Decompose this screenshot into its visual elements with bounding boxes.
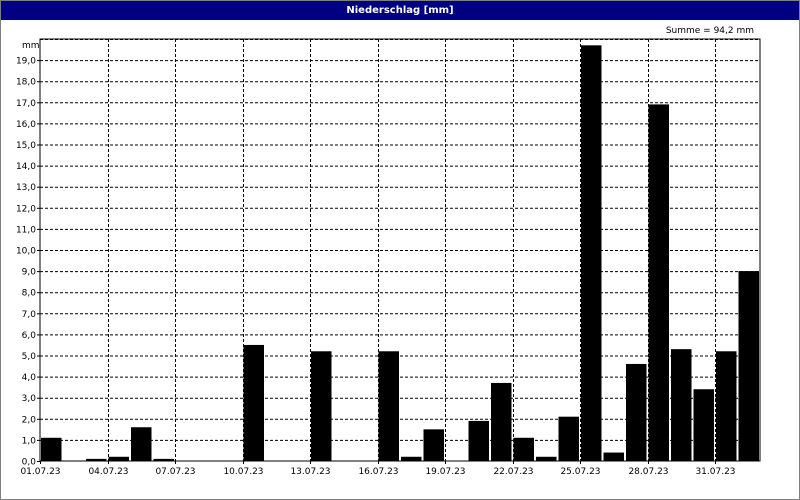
y-tick-label: 12,0 xyxy=(16,204,36,214)
bar-18 xyxy=(423,429,444,461)
y-tick-label: 5,0 xyxy=(22,352,37,362)
y-tick-label: 0,0 xyxy=(22,458,37,468)
bar-5 xyxy=(131,427,152,461)
bar-20 xyxy=(468,420,489,461)
y-tick-label: 2,0 xyxy=(22,415,37,425)
x-tick-label: 22.07.23 xyxy=(493,467,533,477)
y-tick-label: 16,0 xyxy=(16,120,36,130)
bar-23 xyxy=(536,456,557,461)
bar-16 xyxy=(378,351,399,461)
x-tick-label: 01.07.23 xyxy=(20,467,60,477)
bar-30 xyxy=(693,389,714,461)
bar-29 xyxy=(671,349,692,461)
x-tick-label: 28.07.23 xyxy=(628,467,668,477)
bar-6 xyxy=(153,458,174,461)
x-tick-label: 16.07.23 xyxy=(358,467,398,477)
y-tick-label: 15,0 xyxy=(16,141,36,151)
bar-4 xyxy=(108,456,129,461)
bar-13 xyxy=(311,351,332,461)
bar-27 xyxy=(626,363,647,461)
bar-25 xyxy=(581,45,602,462)
x-tick-label: 19.07.23 xyxy=(425,467,465,477)
x-tick-label: 04.07.23 xyxy=(88,467,128,477)
y-tick-label: 19,0 xyxy=(16,57,36,67)
y-tick-label: 11,0 xyxy=(16,225,36,235)
y-tick-label: 18,0 xyxy=(16,78,36,88)
y-tick-label: 8,0 xyxy=(22,289,37,299)
y-tick-label: 3,0 xyxy=(22,394,37,404)
y-tick-label: 17,0 xyxy=(16,99,36,109)
y-tick-label: 10,0 xyxy=(16,247,36,257)
y-tick-label: 14,0 xyxy=(16,162,36,172)
bar-3 xyxy=(86,458,107,461)
x-tick-label: 07.07.23 xyxy=(155,467,195,477)
bar-32 xyxy=(738,271,759,461)
chart-title: Niederschlag [mm] xyxy=(1,1,799,20)
y-tick-label: 6,0 xyxy=(22,331,37,341)
bar-21 xyxy=(491,382,512,461)
bar-26 xyxy=(603,452,624,461)
bar-31 xyxy=(716,351,737,461)
bar-10 xyxy=(243,344,264,461)
bar-17 xyxy=(401,456,422,461)
y-tick-label: 13,0 xyxy=(16,183,36,193)
bar-1 xyxy=(41,437,62,461)
bar-22 xyxy=(513,437,534,461)
bar-28 xyxy=(648,104,669,461)
x-tick-label: 25.07.23 xyxy=(560,467,600,477)
y-tick-label: 9,0 xyxy=(22,268,37,278)
y-tick-label: 7,0 xyxy=(22,310,37,320)
bar-24 xyxy=(558,416,579,461)
sum-annotation: Summe = 94,2 mm xyxy=(666,26,754,36)
y-tick-label: 1,0 xyxy=(22,436,37,446)
x-tick-label: 31.07.23 xyxy=(695,467,735,477)
y-tick-label: 4,0 xyxy=(22,373,37,383)
x-tick-label: 10.07.23 xyxy=(223,467,263,477)
x-tick-label: 13.07.23 xyxy=(290,467,330,477)
y-axis-label: mm xyxy=(22,41,40,51)
